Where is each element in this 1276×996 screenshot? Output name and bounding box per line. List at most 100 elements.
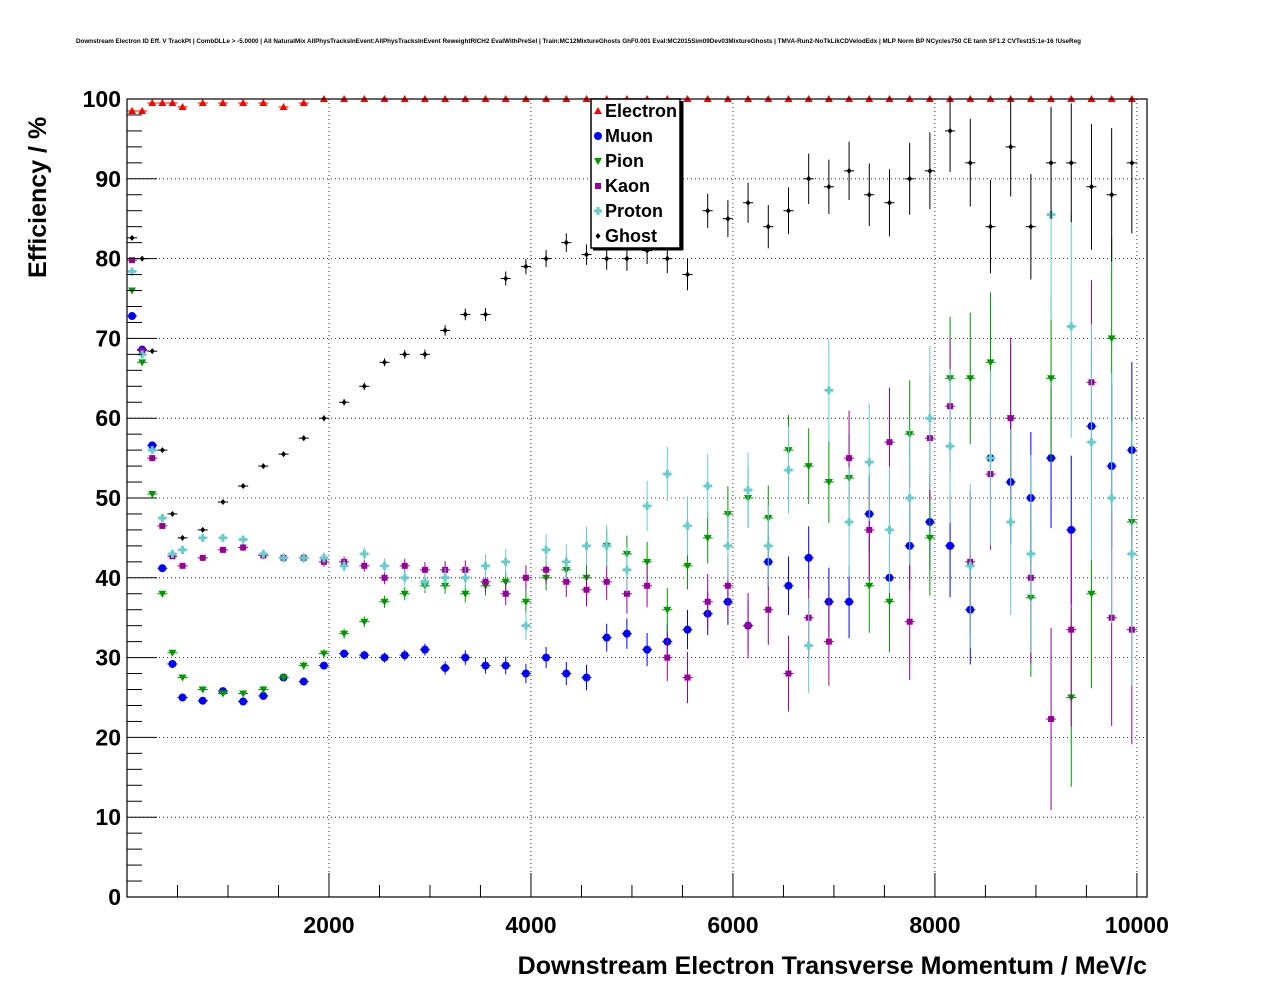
marker-cross <box>622 565 631 574</box>
marker-cross <box>1006 517 1015 526</box>
marker-triangle-down <box>925 534 934 542</box>
marker-triangle-down <box>986 359 995 367</box>
marker-cross <box>128 267 137 276</box>
legend-label-kaon: Kaon <box>605 176 650 196</box>
marker-diamond <box>604 255 610 262</box>
marker-cross <box>865 458 874 467</box>
marker-cross <box>1127 549 1136 558</box>
marker-cross <box>703 482 712 491</box>
marker-triangle-up <box>239 98 248 106</box>
marker-square <box>704 598 711 605</box>
marker-triangle-down <box>683 562 692 570</box>
marker-circle <box>946 541 955 550</box>
marker-circle <box>158 564 167 573</box>
marker-diamond <box>200 526 206 533</box>
marker-diamond <box>967 159 973 166</box>
marker-triangle-down <box>1087 590 1096 598</box>
marker-triangle-down <box>360 618 369 626</box>
marker-diamond <box>159 447 165 454</box>
marker-diamond <box>382 359 388 366</box>
marker-diamond <box>341 399 347 406</box>
marker-cross <box>643 501 652 510</box>
marker-circle <box>340 649 349 658</box>
marker-square <box>381 574 388 581</box>
marker-triangle-up <box>168 98 177 106</box>
marker-triangle-down <box>158 590 167 598</box>
marker-circle <box>128 312 137 321</box>
y-tick-label: 100 <box>83 86 121 112</box>
marker-cross <box>239 535 248 544</box>
marker-circle <box>148 441 157 450</box>
marker-square <box>603 578 610 585</box>
marker-square <box>846 455 853 462</box>
marker-cross <box>198 533 207 542</box>
series-kaon <box>127 257 1137 811</box>
marker-triangle-down <box>1107 335 1116 343</box>
marker-circle <box>441 663 450 672</box>
marker-square <box>482 578 489 585</box>
marker-circle <box>594 132 602 140</box>
marker-diamond <box>442 327 448 334</box>
marker-circle <box>582 673 591 682</box>
y-tick-label: 10 <box>95 804 121 830</box>
marker-diamond <box>563 239 569 246</box>
marker-circle <box>380 653 389 662</box>
marker-square <box>785 670 792 677</box>
y-tick-label: 30 <box>95 645 121 671</box>
marker-triangle-down <box>643 558 652 566</box>
marker-triangle-up <box>128 106 137 114</box>
marker-triangle-up <box>178 102 187 110</box>
marker-triangle-down <box>148 491 157 499</box>
marker-cross <box>299 553 308 562</box>
marker-square <box>825 638 832 645</box>
marker-cross <box>420 577 429 586</box>
marker-cross <box>158 513 167 522</box>
marker-cross <box>925 414 934 423</box>
marker-diamond <box>1028 223 1034 230</box>
marker-diamond <box>987 223 993 230</box>
y-tick-label: 80 <box>95 246 121 272</box>
marker-diamond <box>402 351 408 358</box>
y-tick-label: 50 <box>95 485 121 511</box>
marker-square <box>563 578 570 585</box>
marker-square <box>401 562 408 569</box>
marker-cross <box>1067 322 1076 331</box>
marker-triangle-down <box>198 686 207 694</box>
marker-triangle-down <box>400 590 409 598</box>
marker-circle <box>602 633 611 642</box>
y-tick-label: 70 <box>95 325 121 351</box>
marker-square <box>684 674 691 681</box>
marker-triangle-down <box>521 598 530 606</box>
marker-diamond <box>483 311 489 318</box>
marker-square <box>866 526 873 533</box>
series-ghost <box>127 99 1137 541</box>
marker-triangle-up <box>259 98 268 106</box>
marker-triangle-up <box>218 98 227 106</box>
x-tick-label: 4000 <box>505 912 556 938</box>
marker-diamond <box>260 463 266 470</box>
marker-diamond <box>220 498 226 505</box>
marker-cross <box>279 553 288 562</box>
legend-label-pion: Pion <box>605 151 644 171</box>
marker-diamond <box>361 383 367 390</box>
marker-cross <box>562 557 571 566</box>
marker-diamond <box>169 510 175 517</box>
marker-circle <box>481 661 490 670</box>
marker-square <box>664 654 671 661</box>
marker-cross <box>764 541 773 550</box>
marker-triangle-down <box>594 158 602 165</box>
marker-square <box>502 590 509 597</box>
marker-triangle-up <box>148 98 157 106</box>
marker-diamond <box>584 251 590 258</box>
marker-diamond <box>180 534 186 541</box>
marker-cross <box>594 207 602 215</box>
marker-circle <box>299 677 308 686</box>
legend-box <box>590 98 681 249</box>
marker-diamond <box>1068 159 1074 166</box>
marker-diamond <box>664 255 670 262</box>
y-tick-label: 40 <box>95 565 121 591</box>
marker-cross <box>905 494 914 502</box>
marker-square <box>159 522 166 529</box>
marker-cross <box>360 549 369 558</box>
marker-diamond <box>866 191 872 198</box>
